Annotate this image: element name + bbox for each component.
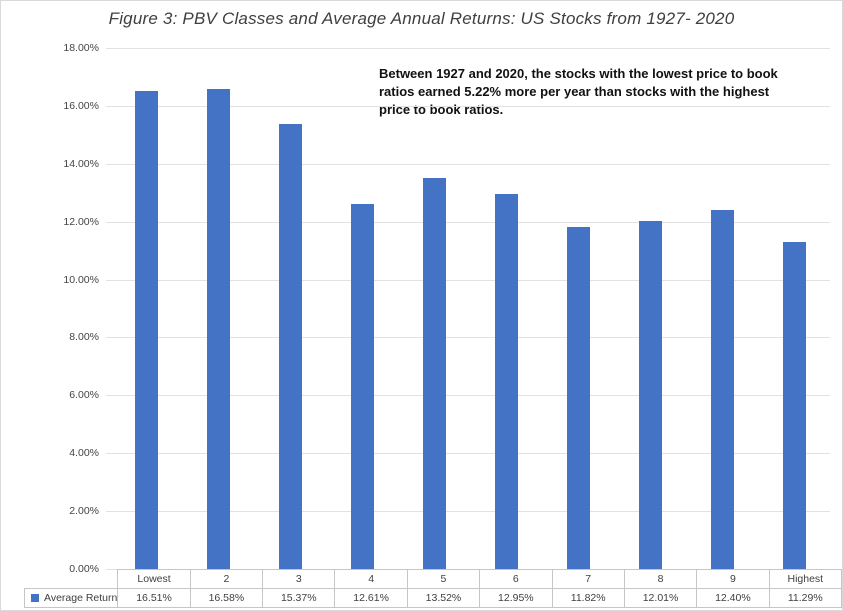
value-cell-6: 12.95% (479, 588, 553, 608)
category-cell-4: 4 (334, 569, 408, 589)
legend-label: Average Return (44, 592, 118, 604)
value-cell-9: 12.40% (696, 588, 770, 608)
y-tick-label: 0.00% (69, 563, 99, 575)
category-cell-9: 9 (696, 569, 770, 589)
category-cell-3: 3 (262, 569, 336, 589)
gridline-18.00% (106, 48, 830, 49)
y-tick-label: 4.00% (69, 447, 99, 460)
gridline-12.00% (106, 221, 830, 223)
bar-4 (350, 204, 374, 569)
value-cell-2: 16.58% (189, 588, 264, 608)
gridline-16.00% (106, 105, 830, 107)
value-cell-5: 13.52% (406, 588, 481, 608)
category-cell-Highest: Highest (768, 569, 842, 589)
data-table: Lowest 2 3 4 5 6 7 8 9 Highest Average Return 16.51… (23, 569, 842, 608)
category-cell-2: 2 (189, 569, 264, 589)
gridline-2.00% (106, 511, 830, 513)
y-tick-label: 12.00% (63, 215, 99, 228)
bar-7 (566, 226, 590, 569)
gridline-4.00% (106, 453, 830, 455)
legend-cell: Average Return (23, 588, 119, 608)
y-axis: 18.00% 16.00% 14.00% 12.00% 10.00% 8.00% 6.00%… (41, 42, 99, 575)
value-cell-Lowest: 16.51% (117, 588, 191, 608)
y-tick-label: 6.00% (69, 389, 99, 402)
gridline-14.00% (106, 163, 830, 165)
gridline-8.00% (106, 337, 830, 339)
y-tick-label: 10.00% (63, 273, 99, 286)
bar-8 (638, 221, 662, 569)
value-cell-3: 15.37% (262, 588, 336, 608)
bar-5 (422, 177, 446, 569)
value-cell-4: 12.61% (334, 588, 408, 608)
category-cell-8: 8 (623, 569, 698, 589)
legend-marker-average-return (31, 594, 39, 602)
y-tick-label: 14.00% (63, 157, 99, 170)
annotation-text: Between 1927 and 2020, the stocks with t… (379, 66, 778, 117)
value-cell-7: 11.82% (551, 588, 625, 608)
y-tick-label: 18.00% (63, 42, 99, 54)
bar-Lowest (134, 91, 158, 569)
bar-9 (710, 210, 734, 569)
bar-6 (494, 194, 518, 569)
table-corner-spacer (25, 570, 118, 589)
value-cell-8: 12.01% (623, 588, 698, 608)
y-tick-label: 8.00% (69, 331, 99, 344)
category-cell-7: 7 (551, 569, 625, 589)
gridline-10.00% (106, 279, 830, 281)
plot-area (106, 48, 830, 570)
y-tick-label: 2.00% (69, 505, 99, 518)
y-tick-label: 16.00% (63, 99, 99, 112)
gridline-6.00% (106, 395, 830, 397)
chart-title: Figure 3: PBV Classes and Average Annual… (108, 9, 735, 28)
bar-3 (278, 124, 302, 569)
value-cell-Highest: 11.29% (768, 588, 842, 608)
bar-Highest (782, 242, 806, 569)
category-cell-Lowest: Lowest (117, 569, 191, 589)
bar-2 (206, 89, 230, 569)
category-cell-6: 6 (479, 569, 553, 589)
category-cell-5: 5 (406, 569, 481, 589)
